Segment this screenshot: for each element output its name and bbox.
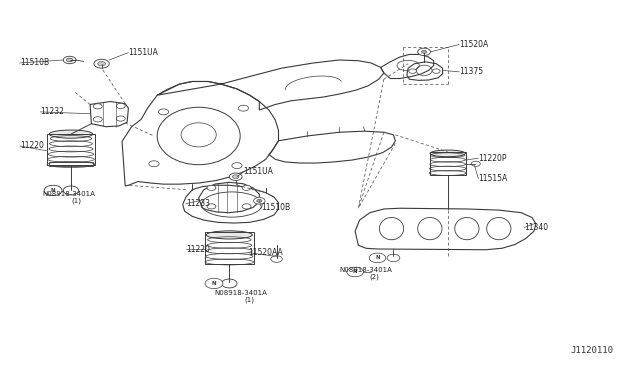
Circle shape — [471, 161, 480, 166]
Circle shape — [207, 185, 216, 190]
Ellipse shape — [430, 150, 465, 157]
Text: 11220: 11220 — [20, 141, 44, 151]
Circle shape — [94, 59, 109, 68]
Circle shape — [238, 105, 248, 111]
Circle shape — [221, 279, 237, 288]
Text: N: N — [375, 256, 380, 260]
Text: 11515A: 11515A — [478, 174, 508, 183]
Text: 11220P: 11220P — [478, 154, 507, 163]
Text: 11340: 11340 — [524, 223, 548, 232]
Text: N: N — [51, 188, 56, 193]
Circle shape — [409, 69, 417, 73]
Circle shape — [242, 185, 251, 190]
Text: 11220: 11220 — [186, 244, 210, 253]
Text: 11510B: 11510B — [261, 203, 291, 212]
Text: 11510B: 11510B — [20, 58, 49, 67]
Circle shape — [257, 199, 262, 202]
Ellipse shape — [206, 231, 252, 239]
Text: N: N — [212, 281, 216, 286]
Circle shape — [116, 103, 125, 109]
Text: 11520A: 11520A — [460, 40, 488, 49]
Circle shape — [242, 204, 251, 209]
Text: 11232: 11232 — [40, 108, 64, 116]
Circle shape — [229, 173, 242, 180]
Text: (2): (2) — [370, 274, 380, 280]
Text: N08918-3401A: N08918-3401A — [214, 291, 268, 296]
Circle shape — [418, 48, 431, 55]
Text: N08918-3401A: N08918-3401A — [42, 191, 95, 197]
Ellipse shape — [49, 130, 93, 138]
Circle shape — [232, 175, 239, 179]
Circle shape — [159, 109, 169, 115]
Circle shape — [98, 61, 106, 66]
Text: J1120110: J1120110 — [571, 346, 614, 355]
Text: 1151UA: 1151UA — [243, 167, 273, 176]
Circle shape — [93, 104, 102, 109]
Text: (1): (1) — [71, 198, 81, 204]
Circle shape — [67, 58, 73, 62]
Circle shape — [387, 254, 400, 262]
Text: 11375: 11375 — [460, 67, 483, 76]
Circle shape — [369, 253, 386, 263]
Text: (1): (1) — [244, 297, 255, 304]
Circle shape — [116, 116, 125, 121]
Circle shape — [93, 117, 102, 122]
Circle shape — [422, 50, 427, 53]
Circle shape — [63, 56, 76, 64]
Text: N08918-3401A: N08918-3401A — [339, 267, 392, 273]
Circle shape — [207, 204, 216, 209]
Text: 11520AA: 11520AA — [248, 248, 284, 257]
Text: N: N — [353, 269, 357, 275]
Circle shape — [433, 69, 440, 73]
Circle shape — [44, 185, 62, 196]
Circle shape — [232, 163, 242, 169]
Text: 1151UA: 1151UA — [129, 48, 158, 57]
Circle shape — [149, 161, 159, 167]
Circle shape — [271, 256, 282, 262]
Circle shape — [347, 267, 364, 277]
Circle shape — [63, 186, 79, 195]
Text: 11233: 11233 — [186, 199, 210, 208]
Circle shape — [205, 278, 223, 289]
Circle shape — [253, 198, 265, 204]
